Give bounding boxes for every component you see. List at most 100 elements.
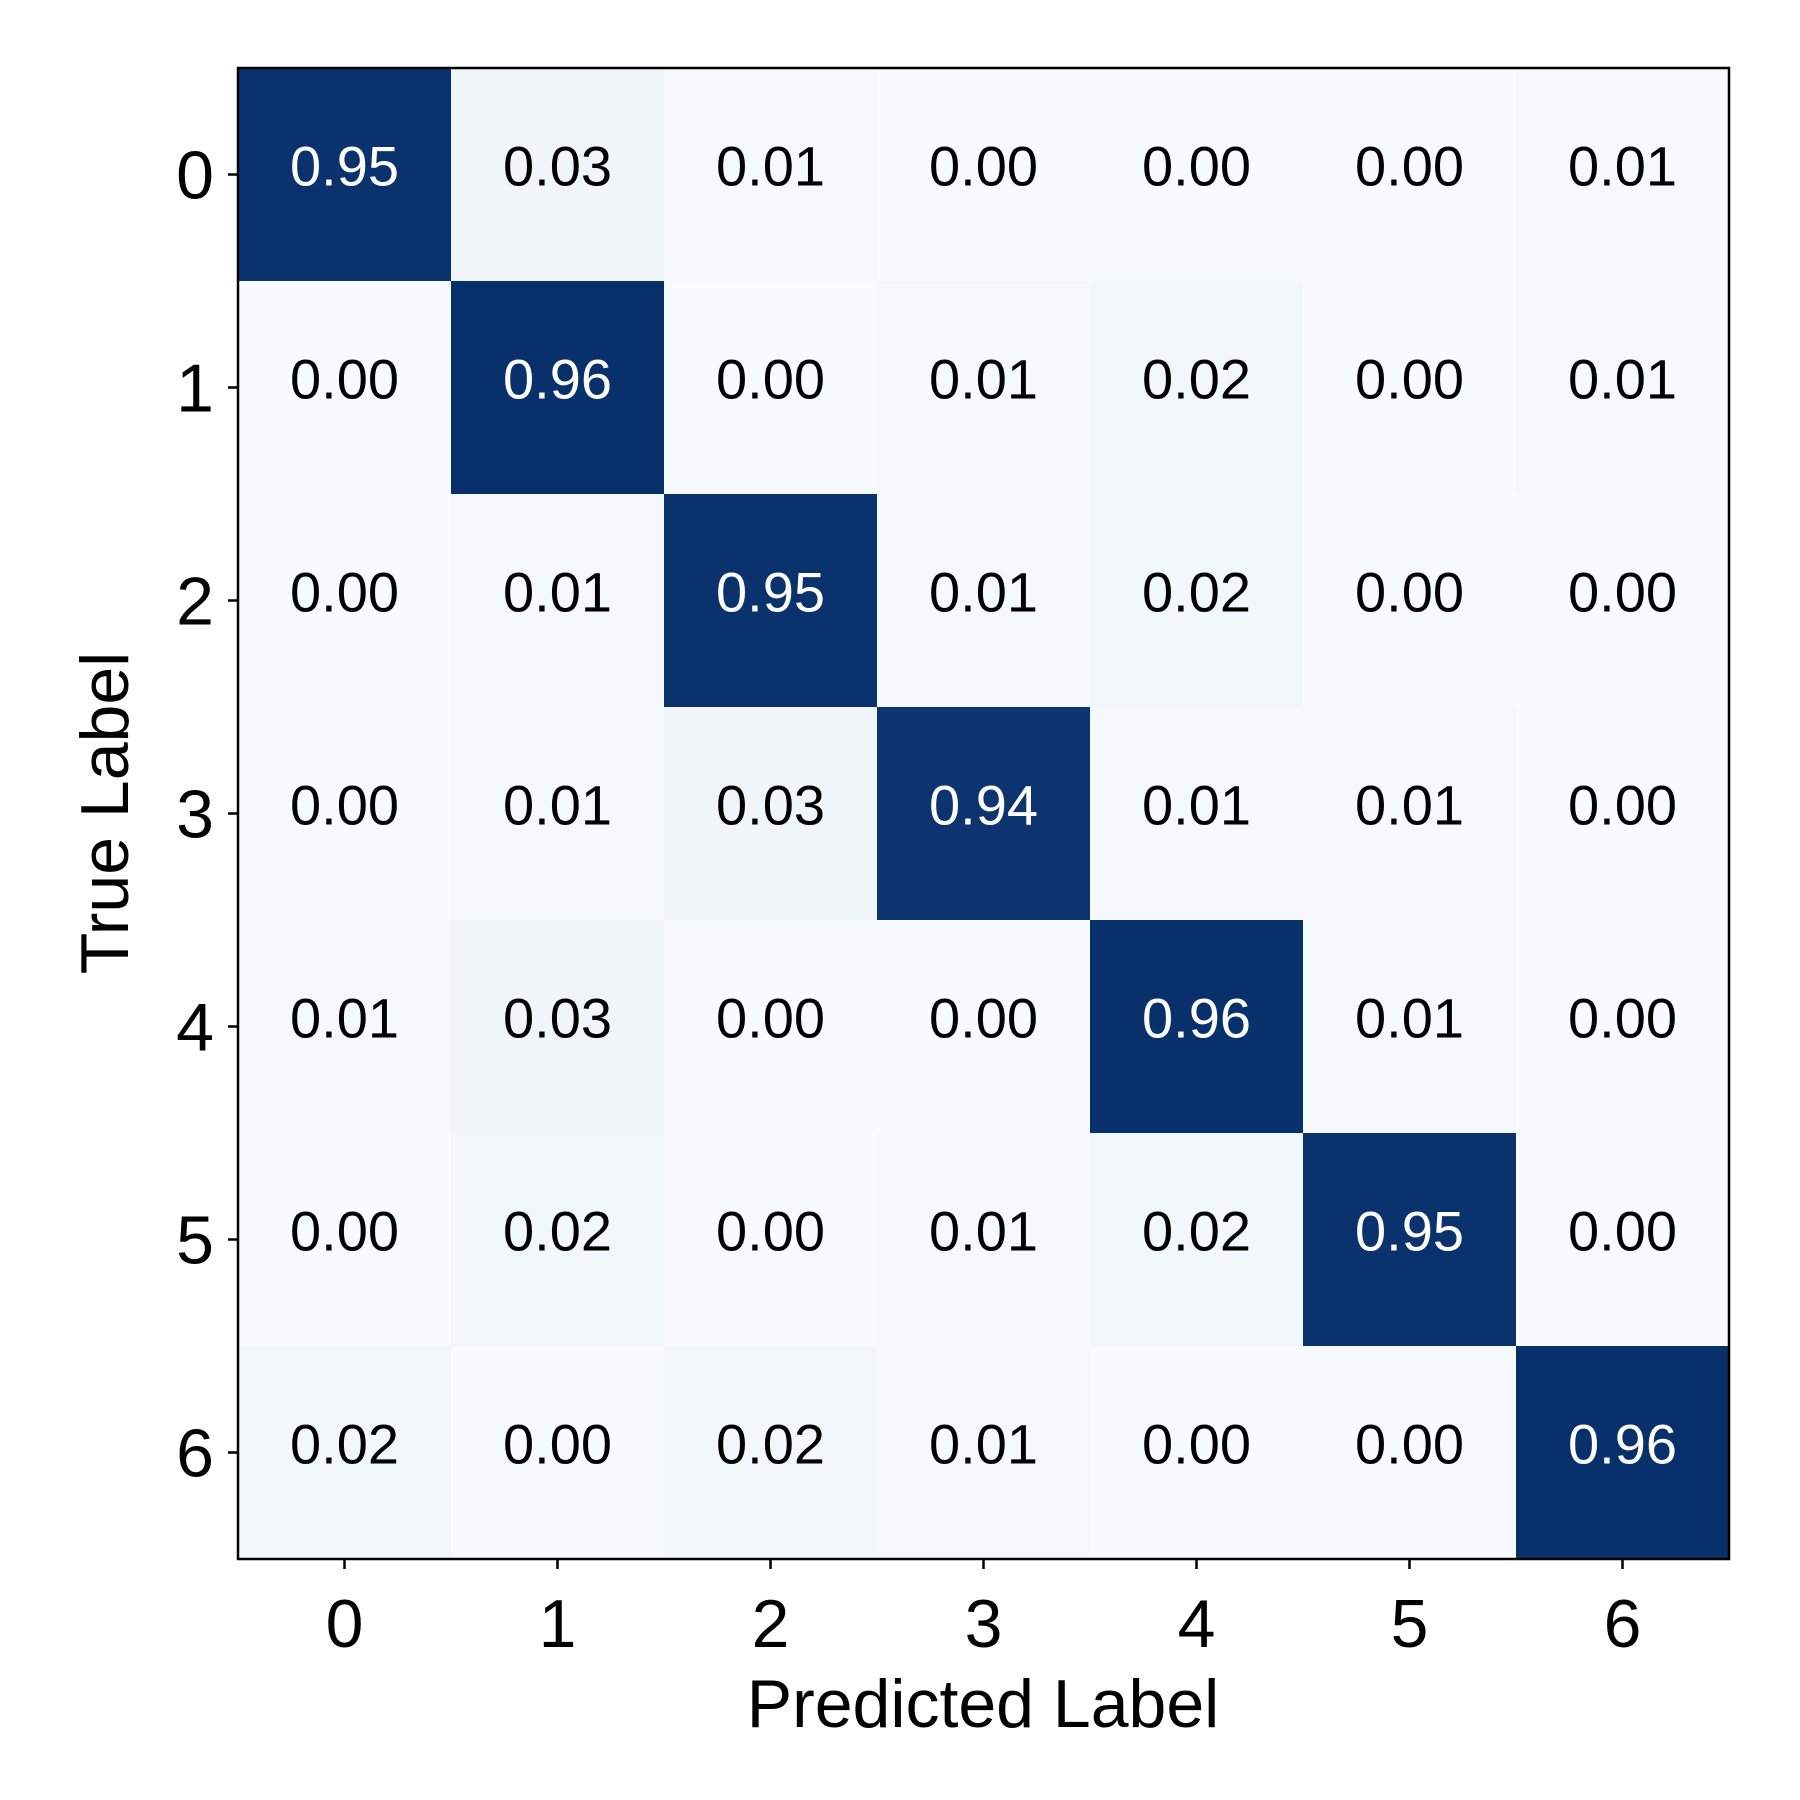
cell-value-label: 0.01 [1355,773,1464,836]
heatmap-cell [1303,494,1517,708]
heatmap-cell [877,281,1091,495]
cell-value-label: 0.00 [1142,134,1251,197]
cell-value-label: 0.01 [716,134,825,197]
cell-value-label: 0.01 [929,1199,1038,1262]
heatmap-cell [1303,707,1517,921]
heatmap-cell [877,68,1091,282]
cell-value-label: 0.01 [503,560,612,623]
heatmap-cell [238,1133,452,1347]
cell-value-label: 0.01 [1355,986,1464,1049]
heatmap-cell [664,494,878,708]
cell-value-label: 0.02 [290,1412,399,1475]
heatmap-cell [877,707,1091,921]
heatmap-cell [1303,68,1517,282]
heatmap-cell-labels: 0.95 0.03 0.01 0.00 0.00 0.00 0.01 0.00 0.96 0.00… [290,134,1677,1475]
heatmap-cell [1090,707,1304,921]
cell-value-label: 0.95 [716,560,825,623]
heatmap-cell [1303,281,1517,495]
heatmap-cell [877,1346,1091,1560]
x-axis-ticks: 0 1 2 3 4 5 6 [326,1559,1642,1662]
cell-value-label: 0.00 [716,347,825,410]
x-tick-label: 3 [965,1586,1003,1662]
heatmap-cell [451,707,665,921]
heatmap-cell [1516,281,1730,495]
y-tick-label: 1 [176,351,214,427]
x-tick-label: 1 [539,1586,577,1662]
x-axis-title: Predicted Label [747,1666,1220,1742]
heatmap-cell [1303,920,1517,1134]
cell-value-label: 0.01 [929,560,1038,623]
heatmap-cell [238,68,452,282]
heatmap-cell [664,1346,878,1560]
heatmap-cell [238,920,452,1134]
cell-value-label: 0.03 [716,773,825,836]
heatmap-cell [238,707,452,921]
cell-value-label: 0.00 [1568,773,1677,836]
x-tick-label: 6 [1604,1586,1642,1662]
heatmap-cell [451,1133,665,1347]
cell-value-label: 0.01 [503,773,612,836]
x-tick-label: 2 [752,1586,790,1662]
cell-value-label: 0.00 [1568,986,1677,1049]
heatmap-cell [1516,1133,1730,1347]
cell-value-label: 0.02 [1142,560,1251,623]
heatmap-cell [877,920,1091,1134]
y-tick-label: 4 [176,990,214,1066]
heatmap-cell [1303,1346,1517,1560]
x-tick-label: 4 [1178,1586,1216,1662]
cell-value-label: 0.94 [929,773,1038,836]
heatmap-cell [1090,1133,1304,1347]
cell-value-label: 0.96 [1142,986,1251,1049]
cell-value-label: 0.02 [1142,347,1251,410]
cell-value-label: 0.02 [716,1412,825,1475]
heatmap-cell [1516,68,1730,282]
y-tick-label: 2 [176,564,214,640]
cell-value-label: 0.00 [1568,1199,1677,1262]
cell-value-label: 0.00 [290,1199,399,1262]
heatmap-cell [1516,1346,1730,1560]
cell-value-label: 0.03 [503,134,612,197]
cell-value-label: 0.00 [1355,560,1464,623]
heatmap-cell [664,68,878,282]
cell-value-label: 0.00 [1568,560,1677,623]
heatmap-cell [451,281,665,495]
cell-value-label: 0.01 [929,1412,1038,1475]
cell-value-label: 0.00 [290,347,399,410]
cell-value-label: 0.01 [290,986,399,1049]
heatmap-cell [1303,1133,1517,1347]
cell-value-label: 0.00 [1355,347,1464,410]
cell-value-label: 0.00 [716,1199,825,1262]
y-axis-title: True Label [67,652,143,975]
cell-value-label: 0.95 [290,134,399,197]
heatmap-cell [451,1346,665,1560]
cell-value-label: 0.01 [1568,347,1677,410]
heatmap-cell [1516,920,1730,1134]
cell-value-label: 0.00 [1142,1412,1251,1475]
cell-value-label: 0.96 [1568,1412,1677,1475]
cell-value-label: 0.00 [716,986,825,1049]
cell-value-label: 0.02 [1142,1199,1251,1262]
heatmap-cell [664,281,878,495]
cell-value-label: 0.02 [503,1199,612,1262]
heatmap-cell [664,920,878,1134]
heatmap-cell [664,707,878,921]
heatmap-cell [664,1133,878,1347]
y-tick-label: 6 [176,1416,214,1492]
y-axis-ticks: 0 1 2 3 4 5 6 [176,138,238,1492]
heatmap-cell [451,494,665,708]
heatmap-cell [877,494,1091,708]
heatmap-cell [238,494,452,708]
x-tick-label: 0 [326,1586,364,1662]
cell-value-label: 0.00 [1355,134,1464,197]
cell-value-label: 0.00 [290,773,399,836]
heatmap-cell [238,1346,452,1560]
cell-value-label: 0.96 [503,347,612,410]
heatmap-cells [238,68,1730,1560]
heatmap-cell [1090,494,1304,708]
y-tick-label: 5 [176,1203,214,1279]
heatmap-cell [1090,281,1304,495]
heatmap-cell [1516,494,1730,708]
cell-value-label: 0.03 [503,986,612,1049]
cell-value-label: 0.00 [290,560,399,623]
